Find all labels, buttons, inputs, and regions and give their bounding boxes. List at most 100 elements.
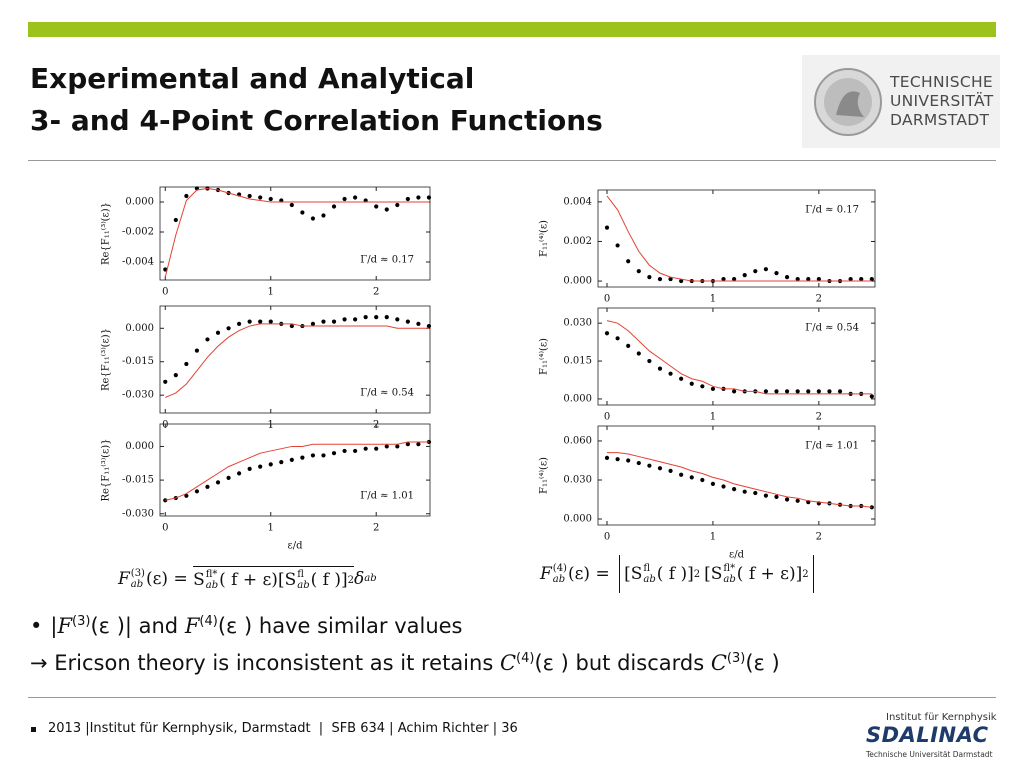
accent-bar (28, 22, 996, 37)
x-tick-label: 0 (162, 523, 168, 534)
data-point (647, 275, 652, 280)
data-point (426, 195, 432, 200)
superscript: 2 (802, 568, 809, 580)
indices: (3) ab (131, 568, 145, 590)
y-tick-label: 0.000 (125, 323, 154, 334)
data-point (300, 455, 305, 460)
data-point (827, 389, 832, 394)
superscript: (3) (726, 651, 746, 666)
data-point (795, 276, 800, 282)
logo-text: Institut für Kernphysik (886, 712, 997, 723)
data-point (184, 361, 189, 367)
data-point (869, 276, 874, 282)
data-point (774, 389, 779, 394)
data-point (331, 204, 337, 209)
data-point (732, 276, 737, 282)
data-point (310, 216, 316, 221)
symbol: C (499, 651, 517, 675)
data-point (763, 267, 768, 272)
data-point (215, 330, 221, 335)
superscript: (3) (130, 567, 145, 579)
data-point (604, 455, 610, 460)
annotation: Γ/d ≈ 0.54 (360, 388, 414, 399)
model-curve (164, 187, 429, 278)
text: (ε) = (145, 568, 194, 589)
subscript: ab (552, 574, 566, 585)
data-point (405, 442, 410, 447)
text: ( f )] (656, 564, 694, 584)
data-point (416, 321, 421, 326)
data-point (258, 195, 263, 200)
data-point (247, 193, 252, 199)
data-point (636, 351, 641, 356)
data-point (405, 196, 410, 202)
x-tick-label: 1 (268, 523, 274, 534)
formula: F (4) ab (ε) = [S fl ab ( f )] 2 [S fl* ab … (540, 555, 814, 593)
text: (ε ) but discards (534, 651, 711, 675)
model-curve (606, 195, 872, 282)
data-point (742, 273, 747, 278)
text: ( f + ε)] (736, 564, 803, 584)
y-tick-label: -0.002 (122, 227, 154, 238)
data-point (784, 389, 790, 394)
data-point (668, 468, 673, 473)
data-point (806, 276, 811, 282)
data-point (374, 204, 379, 209)
plot-frame (597, 307, 876, 406)
data-point (657, 466, 663, 471)
y-tick-label: 0.000 (125, 441, 154, 452)
data-point (753, 490, 758, 496)
footer-rule (28, 697, 996, 698)
y-tick-label: -0.030 (122, 390, 154, 401)
symbol: F (540, 564, 552, 584)
data-point (837, 389, 843, 394)
text: (ε )| and (90, 614, 185, 638)
data-point (700, 384, 705, 389)
x-tick-label: 0 (604, 412, 610, 423)
data-point (405, 319, 410, 324)
data-point (247, 319, 252, 324)
data-point (710, 386, 716, 391)
y-tick-label: 0.000 (563, 514, 592, 525)
x-tick-label: 2 (373, 287, 379, 298)
bullet-line: → Ericson theory is inconsistent as it r… (30, 651, 780, 675)
x-tick-label: 2 (816, 294, 822, 305)
symbol: [S (624, 564, 643, 584)
data-point (268, 196, 273, 202)
y-tick-label: -0.015 (122, 356, 154, 367)
data-point (721, 484, 726, 489)
data-point (626, 458, 631, 463)
subscript: ab (297, 580, 310, 591)
data-point (626, 343, 631, 348)
y-axis-label: F₁₁⁽⁴⁾(ε) (539, 457, 550, 494)
data-point (615, 457, 620, 462)
data-point (869, 394, 874, 399)
data-point (395, 444, 400, 449)
bullet-line: • |F(3)(ε )| and F(4)(ε ) have similar va… (30, 614, 463, 638)
symbol: [S (704, 564, 723, 584)
data-point (626, 259, 631, 264)
data-point (321, 213, 326, 218)
data-point (215, 480, 221, 485)
plot: 0.000 -0.002 -0.004 0 1 2 Re{F₁₁⁽³⁾(ε)} Γ/d ≈ 0… (101, 186, 432, 298)
x-tick-label: 1 (710, 294, 716, 305)
data-point (342, 448, 347, 454)
indices: (4) ab (553, 563, 567, 585)
symbol: F (118, 568, 130, 589)
data-point (353, 195, 358, 200)
data-point (163, 267, 168, 272)
subscript: ab (364, 573, 377, 584)
plot-frame (159, 186, 431, 281)
data-point (247, 466, 252, 471)
data-point (384, 207, 389, 212)
y-tick-label: -0.004 (122, 257, 154, 268)
indices: fl* ab (723, 563, 735, 585)
y-axis-label: Re{F₁₁⁽³⁾(ε)} (101, 438, 112, 501)
y-tick-label: -0.030 (122, 508, 154, 519)
data-point (636, 269, 641, 274)
x-tick-label: 0 (604, 294, 610, 305)
data-point (763, 389, 768, 394)
y-tick-label: -0.015 (122, 475, 154, 486)
plot-frame (159, 423, 431, 517)
